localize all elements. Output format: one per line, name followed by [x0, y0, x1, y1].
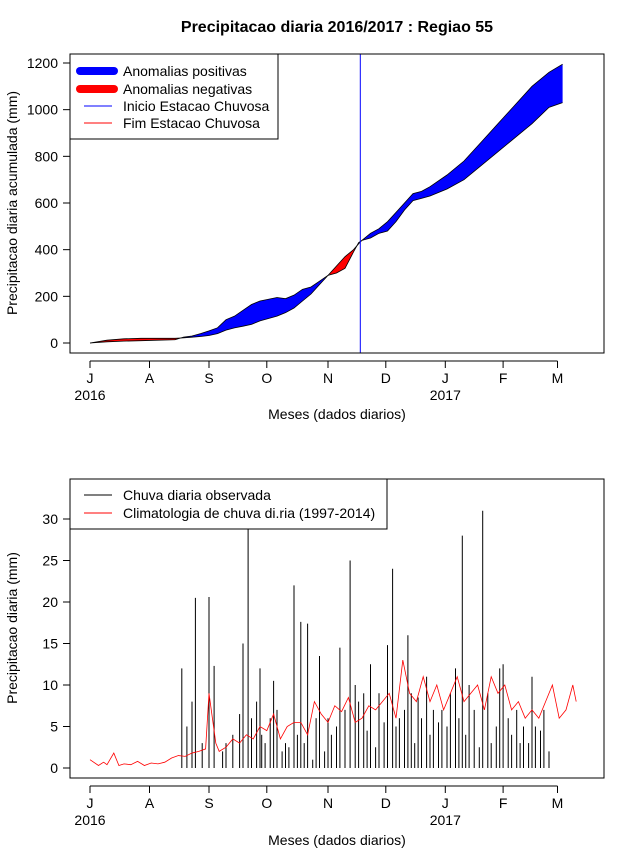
legend-label-climatology: Climatologia de chuva di.ria (1997-2014)	[123, 505, 375, 521]
bottom-year-label: 2017	[430, 812, 461, 828]
top-panel: Precipitacao diaria 2016/2017 : Regiao 5…	[4, 19, 605, 422]
positive-anomaly-area	[181, 275, 328, 338]
top-y-tick-label: 0	[50, 335, 58, 351]
top-x-tick-label: A	[145, 370, 155, 386]
positive-anomaly-area	[356, 64, 563, 246]
top-y-tick-label: 1200	[27, 55, 58, 71]
negative-anomaly-area	[329, 247, 356, 275]
bottom-y-tick-label: 30	[42, 511, 58, 527]
bottom-y-tick-label: 25	[42, 553, 58, 569]
top-year-label: 2016	[74, 387, 105, 403]
bottom-y-tick-label: 15	[42, 636, 58, 652]
bottom-x-tick-label: N	[323, 795, 333, 811]
top-y-tick-label: 800	[35, 148, 59, 164]
bottom-y-tick-label: 20	[42, 594, 58, 610]
bottom-x-tick-label: J	[87, 795, 94, 811]
bottom-legend-box	[69, 478, 388, 530]
bottom-year-label: 2016	[74, 812, 105, 828]
bottom-x-tick-label: D	[381, 795, 391, 811]
bottom-x-axis-label: Meses (dados diarios)	[268, 832, 406, 848]
top-y-axis-label: Precipitacao diaria acumulada (mm)	[4, 91, 20, 315]
climatology-line	[89, 660, 577, 767]
top-y-tick-label: 600	[35, 195, 59, 211]
observed-cumulative-line	[89, 63, 563, 344]
legend-label-positive: Anomalias positivas	[123, 63, 247, 79]
bottom-x-tick-label: A	[145, 795, 155, 811]
top-x-axis: J A S O N D J F M 2016 2017	[74, 360, 564, 403]
bottom-legend: Chuva diaria observada Climatologia de c…	[69, 478, 388, 530]
chart-title: Precipitacao diaria 2016/2017 : Regiao 5…	[181, 19, 493, 36]
bottom-y-axis: 0 5 10 15 20 25 30	[42, 511, 71, 776]
bottom-panel: 0 5 10 15 20 25 30 J A S O N D J F M 2016 2017 Meses (da…	[4, 478, 605, 848]
top-y-axis: 0 200 400 600 800 1000 1200	[27, 55, 71, 351]
top-x-tick-label: D	[381, 370, 391, 386]
bottom-x-tick-label: O	[261, 795, 272, 811]
legend-label-negative: Anomalias negativas	[123, 81, 252, 97]
legend-label-end: Fim Estacao Chuvosa	[123, 115, 260, 131]
top-legend: Anomalias positivas Anomalias negativas …	[69, 53, 279, 140]
bottom-x-tick-label: S	[204, 795, 213, 811]
top-x-tick-label: M	[552, 370, 564, 386]
legend-label-observed: Chuva diaria observada	[123, 487, 271, 503]
bottom-x-axis: J A S O N D J F M 2016 2017	[74, 785, 564, 828]
top-plot-area	[89, 54, 563, 353]
bottom-y-tick-label: 0	[50, 760, 58, 776]
top-y-tick-label: 200	[35, 288, 59, 304]
bottom-plot-area	[89, 510, 577, 768]
top-y-tick-label: 400	[35, 242, 59, 258]
top-x-tick-label: J	[442, 370, 449, 386]
climatology-cumulative-line	[89, 102, 563, 344]
top-y-tick-label: 1000	[27, 102, 58, 118]
bottom-y-tick-label: 10	[42, 677, 58, 693]
bottom-y-axis-label: Precipitacao diaria (mm)	[4, 552, 20, 704]
top-x-tick-label: J	[87, 370, 94, 386]
top-x-tick-label: S	[204, 370, 213, 386]
bottom-x-tick-label: M	[552, 795, 564, 811]
top-year-label: 2017	[430, 387, 461, 403]
bottom-x-tick-label: J	[442, 795, 449, 811]
top-x-tick-label: F	[499, 370, 508, 386]
top-x-axis-label: Meses (dados diarios)	[268, 406, 406, 422]
legend-label-start: Inicio Estacao Chuvosa	[123, 98, 270, 114]
bottom-x-tick-label: F	[499, 795, 508, 811]
top-x-tick-label: N	[323, 370, 333, 386]
top-x-tick-label: O	[261, 370, 272, 386]
bottom-y-tick-label: 5	[50, 719, 58, 735]
